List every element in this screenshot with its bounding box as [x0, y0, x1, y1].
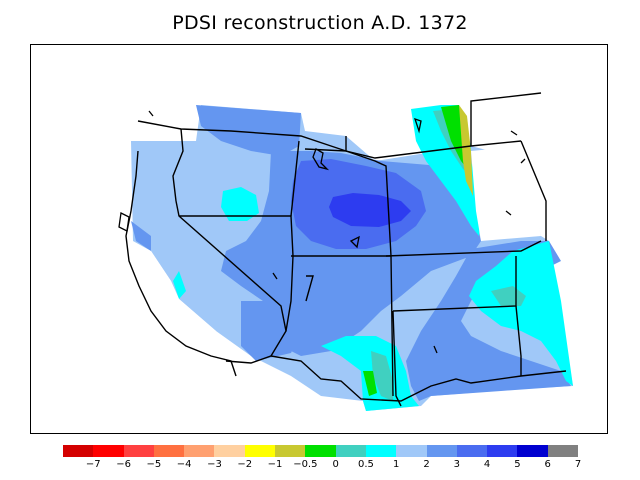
colorbar-segment: [426, 445, 457, 457]
colorbar-segment: [335, 445, 366, 457]
colorbar-tick-label: 5: [514, 459, 521, 470]
map-title: PDSI reconstruction A.D. 1372: [172, 12, 468, 34]
pdsi-field-neg0.5-0: [363, 105, 469, 396]
colorbar-segment: [396, 445, 427, 457]
colorbar-segment: [275, 445, 306, 457]
colorbar-tick-label: −3: [207, 459, 222, 470]
colorbar-segment: [487, 445, 518, 457]
colorbar-segment: [123, 445, 154, 457]
colorbar-segment: [63, 445, 94, 457]
colorbar-segment: [244, 445, 276, 457]
colorbar-segment: [184, 445, 215, 457]
colorbar-tick-label: 0: [332, 459, 339, 470]
colorbar-tick-label: 6: [544, 459, 551, 470]
colorbar-tick-label: 3: [453, 459, 460, 470]
colorbar-segment: [547, 445, 579, 457]
colorbar-tick-labels: −7 −6 −5 −4 −3 −2 −1 −0.5 0 0.5 1 2 3 4 5 6 7: [63, 459, 582, 473]
colorbar-tick-label: −5: [146, 459, 162, 470]
colorbar-segment: [153, 445, 185, 457]
colorbar-tick-label: −4: [176, 459, 192, 470]
colorbar-segment: [214, 445, 245, 457]
pdsi-field-0-0.5: [371, 109, 526, 401]
colorbar-tick-label: 4: [483, 459, 491, 470]
colorbar-segment: [456, 445, 488, 457]
map-frame: [30, 44, 608, 434]
no-data-mask: [131, 146, 541, 376]
colorbar-tick-label: −2: [237, 459, 253, 470]
pdsi-field-2-3: [131, 105, 571, 401]
colorbar-segment: [305, 445, 336, 457]
colorbar-tick-label: 7: [574, 459, 582, 470]
pdsi-map: [118, 92, 573, 411]
pdsi-field-0.5-1: [173, 105, 573, 411]
lakes: [118, 110, 526, 354]
colorbar-tick-label: −6: [116, 459, 131, 470]
colorbar-segment: [365, 445, 397, 457]
pdsi-field-neg1-neg0.5: [459, 105, 473, 196]
colorbar-tick-label: 0.5: [357, 459, 374, 470]
colorbar-tick-label: −1: [267, 459, 283, 470]
colorbar-tick-label: −7: [85, 459, 101, 470]
colorbar-segment: [517, 445, 548, 457]
state-borders: [125, 92, 567, 407]
colorbar-tick-label: 2: [423, 459, 430, 470]
colorbar-tick-label: 1: [393, 459, 400, 470]
colorbar: [63, 445, 579, 457]
colorbar-tick-label: −0.5: [293, 459, 318, 470]
pdsi-field-4-5: [329, 193, 411, 227]
colorbar-segment: [93, 445, 124, 457]
